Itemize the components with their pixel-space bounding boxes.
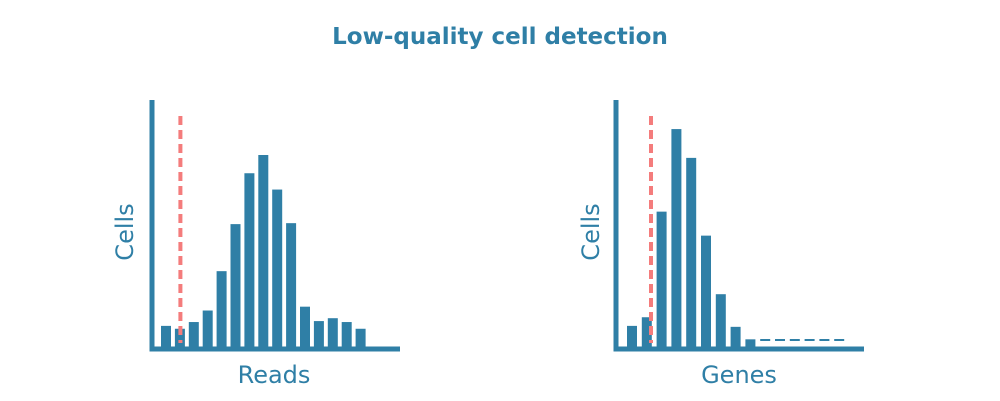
- histogram-bar: [272, 189, 283, 347]
- histogram-bar: [730, 326, 741, 347]
- histogram-bar: [745, 339, 756, 347]
- genes-axes: [613, 100, 864, 352]
- histogram-bar: [355, 328, 366, 347]
- y-axis-label-genes: Cells: [577, 203, 605, 260]
- histogram-bar: [286, 223, 297, 347]
- histogram-bar: [760, 339, 771, 341]
- histogram-bar: [244, 173, 255, 347]
- histogram-bar: [641, 317, 652, 347]
- histogram-bar: [834, 339, 845, 341]
- histogram-bar: [341, 322, 352, 347]
- histogram-bar: [804, 339, 815, 341]
- genes-histogram: Cells Genes: [577, 100, 864, 389]
- histogram-bar: [202, 310, 213, 347]
- histogram-bar: [161, 325, 171, 347]
- y-axis-label-reads: Cells: [111, 203, 139, 260]
- histogram-bar: [775, 339, 785, 341]
- histogram-bar: [819, 339, 830, 341]
- histogram-bar: [188, 322, 199, 347]
- histogram-bar: [300, 306, 310, 347]
- histogram-bar: [701, 235, 711, 347]
- reads-bars: [161, 155, 366, 347]
- histogram-bar: [313, 321, 324, 347]
- histogram-bar: [656, 211, 667, 347]
- histogram-bar: [327, 318, 338, 347]
- reads-axes: [149, 100, 400, 352]
- reads-histogram: Cells Reads: [111, 100, 400, 389]
- histogram-bar: [671, 129, 682, 347]
- histogram-bar: [686, 157, 697, 347]
- histogram-bar: [627, 325, 637, 347]
- histogram-bar: [230, 224, 241, 347]
- histogram-bar: [258, 155, 269, 347]
- x-axis-label-reads: Reads: [238, 361, 311, 389]
- x-axis-label-genes: Genes: [701, 361, 777, 389]
- histogram-bar: [174, 328, 185, 347]
- histogram-bar: [789, 339, 800, 341]
- histogram-bar: [216, 271, 227, 347]
- genes-bars: [627, 129, 845, 347]
- chart-title: Low-quality cell detection: [332, 24, 668, 50]
- histogram-bar: [715, 294, 726, 347]
